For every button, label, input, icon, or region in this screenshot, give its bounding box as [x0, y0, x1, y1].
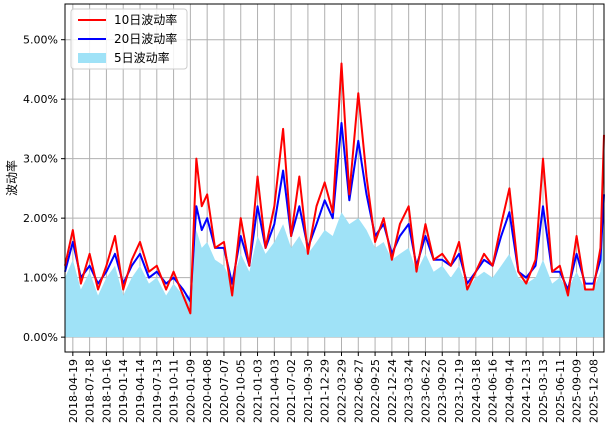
legend-label-5d: 5日波动率	[114, 50, 170, 65]
x-tick-label: 2019-10-11	[168, 359, 181, 423]
x-tick-label: 2025-03-13	[537, 359, 550, 423]
x-tick-label: 2019-07-13	[151, 359, 164, 423]
series-layer	[64, 62, 605, 338]
x-tick-label: 2024-09-14	[503, 359, 516, 423]
legend-swatch-5d	[78, 53, 106, 63]
legend-label-20d: 20日波动率	[114, 31, 177, 46]
x-tick-label: 2024-06-16	[487, 359, 500, 423]
y-tick-label: 2.00%	[23, 212, 58, 225]
x-tick-label: 2024-12-13	[520, 359, 533, 423]
x-tick-label: 2023-09-20	[436, 359, 449, 423]
x-tick-label: 2021-07-02	[285, 359, 298, 423]
x-axis-ticks: 2018-04-19 2018-07-18 2018-10-16 2019-01-14…	[67, 352, 600, 423]
legend-label-10d: 10日波动率	[114, 12, 177, 27]
y-tick-label: 1.00%	[23, 272, 58, 285]
series-area-5d	[65, 212, 604, 338]
x-tick-label: 2021-04-03	[268, 359, 281, 423]
x-tick-label: 2022-12-24	[386, 359, 399, 423]
x-tick-label: 2023-06-22	[419, 359, 432, 423]
x-tick-label: 2020-10-05	[235, 359, 248, 423]
x-tick-label: 2022-03-29	[335, 359, 348, 423]
x-tick-label: 2021-01-03	[252, 359, 265, 423]
legend: 10日波动率 20日波动率 5日波动率	[70, 8, 188, 70]
x-tick-label: 2018-07-18	[84, 359, 97, 423]
y-tick-label: 3.00%	[23, 153, 58, 166]
x-tick-label: 2020-04-08	[201, 359, 214, 423]
x-tick-label: 2020-01-09	[184, 359, 197, 423]
x-tick-label: 2024-03-18	[470, 359, 483, 423]
series-line-10d	[64, 62, 605, 315]
x-tick-label: 2020-07-07	[218, 359, 231, 423]
x-tick-label: 2023-03-24	[403, 359, 416, 423]
x-tick-label: 2019-04-14	[134, 359, 147, 423]
x-tick-label: 2018-10-16	[100, 359, 113, 423]
x-tick-label: 2018-04-19	[67, 359, 80, 423]
x-tick-label: 2022-09-25	[369, 359, 382, 423]
x-tick-label: 2023-12-19	[453, 359, 466, 423]
x-tick-label: 2025-09-09	[571, 359, 584, 423]
x-tick-label: 2025-06-11	[554, 359, 567, 423]
x-tick-label: 2019-01-14	[117, 359, 130, 423]
y-tick-label: 0.00%	[23, 331, 58, 344]
y-tick-label: 5.00%	[23, 34, 58, 47]
x-tick-label: 2021-09-30	[302, 359, 315, 423]
y-axis-label: 波动率	[4, 160, 19, 196]
plot-frame	[64, 3, 605, 353]
x-tick-label: 2025-12-08	[587, 359, 600, 423]
y-axis-ticks: 0.00% 1.00% 2.00% 3.00% 4.00% 5.00%	[23, 34, 65, 344]
x-tick-label: 2022-06-27	[352, 359, 365, 423]
y-tick-label: 4.00%	[23, 93, 58, 106]
x-tick-label: 2021-12-29	[319, 359, 332, 423]
